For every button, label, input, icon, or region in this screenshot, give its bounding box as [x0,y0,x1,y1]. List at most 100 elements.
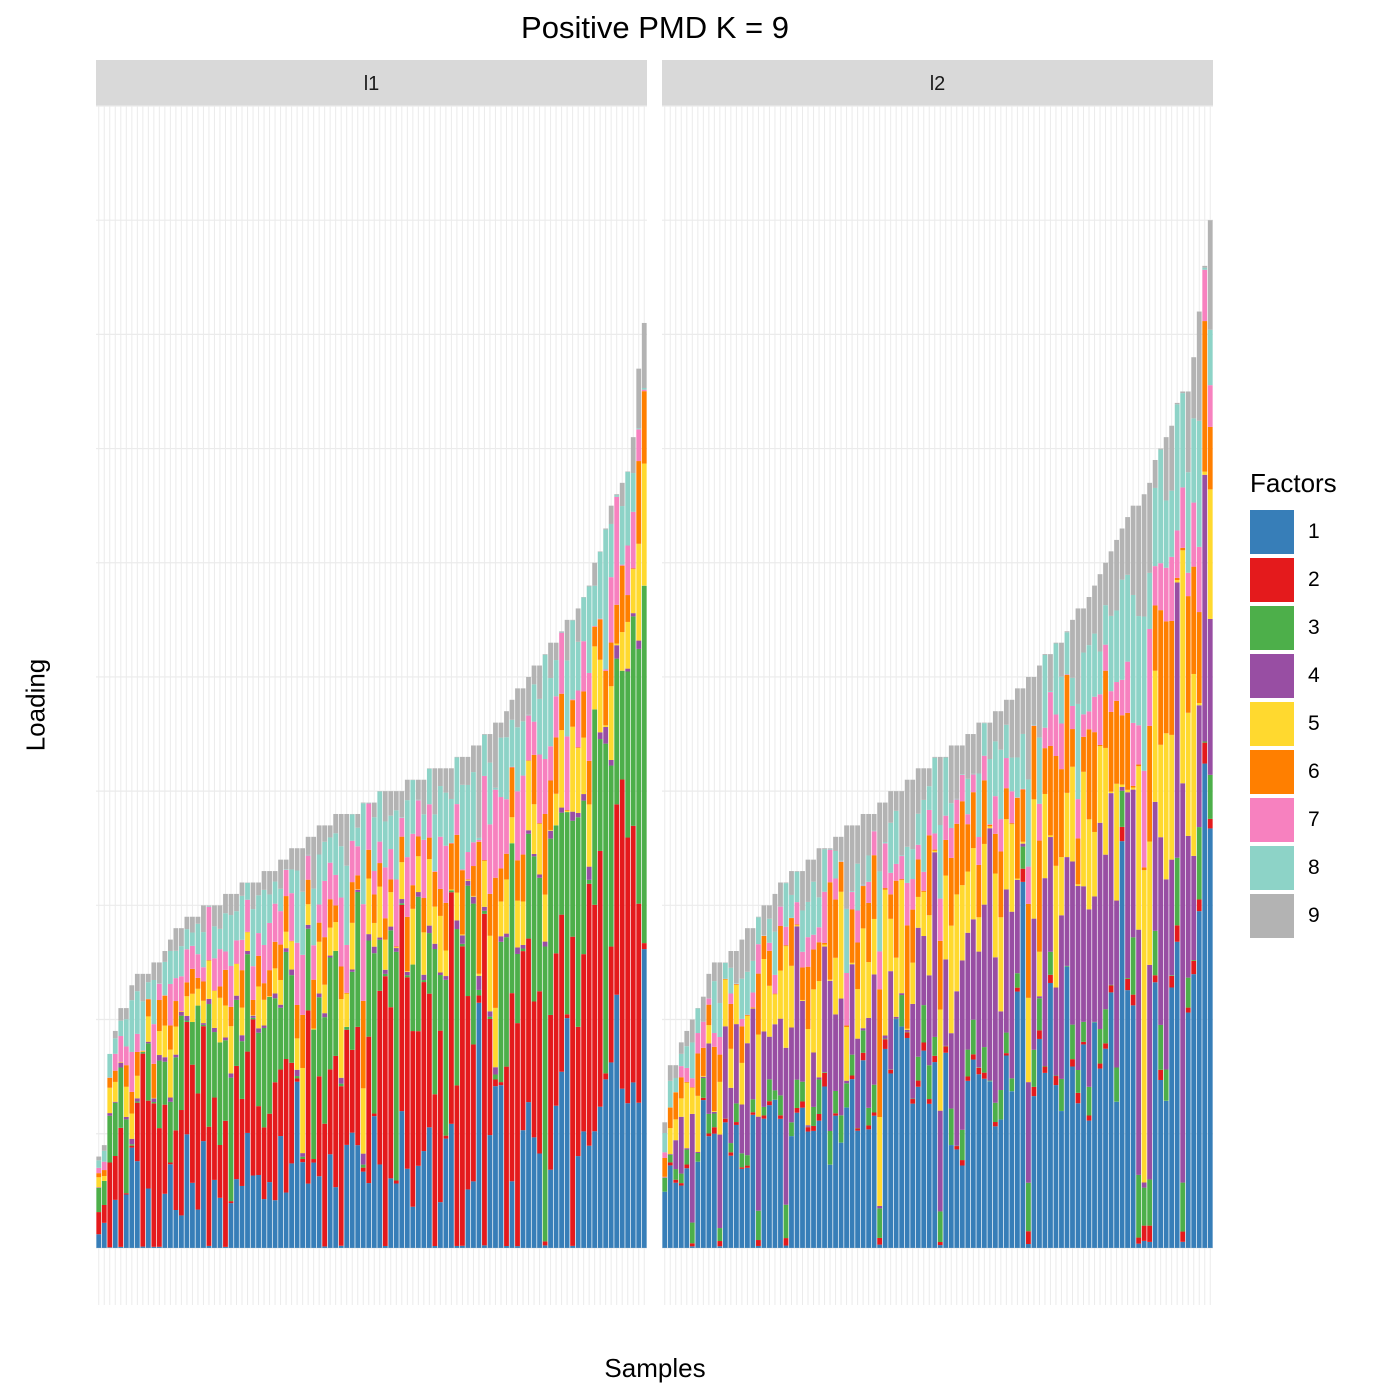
bar-segment-l1-sample-14-factor-2 [167,1162,173,1165]
bar-segment-l1-sample-42-factor-2 [322,1123,328,1247]
bar-segment-l2-sample-36-factor-4 [855,1038,861,1128]
bar-segment-l1-sample-14-factor-7 [167,983,173,1026]
bar-segment-l2-sample-72-factor-8 [1053,643,1059,715]
bar-segment-l1-sample-48-factor-6 [355,875,361,890]
bar-segment-l1-sample-14-factor-9 [167,939,173,951]
bar-segment-l2-sample-76-factor-5 [1075,884,1081,887]
bar-segment-l2-sample-45-factor-6 [904,925,910,1029]
bar-segment-l2-sample-29-factor-6 [816,942,822,982]
bar-segment-l1-sample-4-factor-5 [112,1081,118,1102]
bar-segment-l1-sample-4-factor-4 [112,1101,118,1103]
bar-segment-l2-sample-66-factor-6 [1020,789,1026,842]
bar-segment-l1-sample-68-factor-3 [465,885,471,997]
bar-segment-l2-sample-86-factor-8 [1130,594,1136,723]
bar-segment-l1-sample-27-factor-6 [239,970,245,1008]
bar-segment-l1-sample-27-factor-7 [239,939,245,971]
bar-segment-l2-sample-81-factor-1 [1103,1048,1108,1248]
bar-segment-l1-sample-32-factor-3 [267,996,272,1114]
bar-segment-l1-sample-7-factor-9 [129,985,135,1001]
bar-segment-l1-sample-63-factor-4 [437,972,443,976]
bar-segment-l2-sample-27-factor-5 [805,1029,811,1126]
bar-segment-l2-sample-45-factor-8 [904,846,910,883]
bar-segment-l1-sample-88-factor-6 [575,747,581,748]
bar-segment-l2-sample-85-factor-8 [1125,574,1130,662]
bar-segment-l2-sample-100-factor-2 [1207,818,1213,829]
bar-segment-l2-sample-53-factor-9 [948,745,954,804]
bar-segment-l1-sample-55-factor-8 [393,810,399,880]
bar-segment-l1-sample-20-factor-7 [201,967,206,982]
bar-segment-l2-sample-63-factor-2 [1003,1053,1009,1056]
bar-segment-l2-sample-86-factor-3 [1130,937,1136,995]
bar-segment-l2-sample-28-factor-7 [811,934,816,950]
bar-segment-l1-sample-44-factor-8 [333,833,339,875]
bar-segment-l1-sample-49-factor-9 [360,802,366,804]
bar-segment-l2-sample-90-factor-3 [1152,930,1158,976]
bar-segment-l2-sample-66-factor-9 [1020,688,1026,734]
bar-segment-l2-sample-69-factor-4 [1037,996,1042,999]
bar-segment-l1-sample-56-factor-5 [399,862,405,900]
bar-segment-l2-sample-59-factor-7 [981,755,987,781]
bar-segment-l2-sample-90-factor-5 [1152,670,1158,802]
bar-segment-l2-sample-56-factor-5 [965,871,971,933]
bar-segment-l2-sample-83-factor-7 [1114,682,1119,701]
bar-segment-l2-sample-50-factor-3 [932,1036,938,1056]
bar-segment-l2-sample-27-factor-1 [805,1131,811,1248]
bar-segment-l2-sample-3-factor-8 [673,1077,679,1093]
bar-segment-l2-sample-3-factor-2 [673,1179,679,1183]
bar-segment-l2-sample-77-factor-6 [1081,736,1086,772]
bar-segment-l2-sample-25-factor-3 [794,1079,800,1108]
bar-segment-l1-sample-72-factor-5 [487,935,493,1012]
bar-segment-l2-sample-25-factor-7 [794,902,800,925]
bar-segment-l1-sample-27-factor-8 [239,895,245,940]
bar-segment-l2-sample-41-factor-6 [882,888,888,890]
bar-segment-l1-sample-60-factor-8 [421,814,427,840]
bar-segment-l2-sample-74-factor-6 [1064,674,1070,793]
bar-segment-l2-sample-24-factor-3 [789,1122,794,1137]
bar-segment-l2-sample-16-factor-4 [745,1043,750,1156]
bar-segment-l1-sample-78-factor-3 [520,948,526,952]
bar-segment-l2-sample-71-factor-2 [1048,974,1053,983]
bar-segment-l2-sample-38-factor-3 [866,1107,872,1126]
bar-segment-l1-sample-85-factor-8 [559,631,564,633]
bar-segment-l2-sample-64-factor-6 [1009,823,1015,825]
bar-segment-l1-sample-7-factor-7 [129,1051,135,1092]
bar-segment-l1-sample-34-factor-6 [278,944,283,980]
bar-segment-l2-sample-71-factor-6 [1048,745,1053,836]
bar-segment-l1-sample-91-factor-2 [592,904,598,1132]
bar-segment-l2-sample-88-factor-6 [1141,867,1147,871]
bar-segment-l2-sample-13-factor-8 [728,967,734,994]
bar-segment-l2-sample-50-factor-2 [932,1055,938,1063]
bar-segment-l1-sample-79-factor-9 [526,676,531,715]
bar-segment-l2-sample-13-factor-4 [728,1087,734,1144]
bar-segment-l1-sample-7-factor-8 [129,1000,135,1052]
bar-segment-l1-sample-19-factor-5 [195,988,201,1006]
bar-segment-l2-sample-94-factor-5 [1174,580,1180,583]
bar-segment-l2-sample-4-factor-6 [678,1077,684,1099]
bar-segment-l2-sample-50-factor-5 [932,850,938,853]
bar-segment-l1-sample-39-factor-1 [305,1183,311,1248]
bar-segment-l2-sample-90-factor-8 [1152,487,1158,567]
bar-segment-l2-sample-8-factor-9 [700,996,706,1022]
bar-segment-l2-sample-19-factor-2 [761,1115,767,1119]
bar-segment-l1-sample-72-factor-3 [487,1016,493,1019]
bar-segment-l2-sample-42-factor-2 [888,1069,894,1074]
bar-segment-l1-sample-95-factor-9 [614,494,620,496]
bar-segment-l2-sample-15-factor-4 [739,1104,745,1154]
bar-segment-l2-sample-45-factor-9 [904,779,910,847]
bar-segment-l2-sample-44-factor-9 [899,791,905,856]
bar-segment-l2-sample-66-factor-8 [1020,733,1026,789]
bar-segment-l1-sample-3-factor-2 [107,1162,113,1248]
bar-segment-l1-sample-82-factor-5 [542,894,548,942]
bar-segment-l2-sample-25-factor-8 [794,871,800,903]
bar-segment-l2-sample-87-factor-9 [1136,505,1142,617]
bar-segment-l2-sample-90-factor-6 [1152,605,1158,671]
bar-segment-l1-sample-81-factor-3 [537,877,542,992]
bar-segment-l1-sample-31-factor-5 [261,999,267,1026]
bar-segment-l2-sample-18-factor-7 [756,944,761,974]
bar-segment-l1-sample-70-factor-3 [476,989,482,996]
bar-segment-l2-sample-16-factor-2 [745,1165,750,1168]
bar-segment-l1-sample-89-factor-1 [581,1131,587,1248]
bar-segment-l2-sample-12-factor-1 [722,1122,728,1248]
bar-segment-l1-sample-68-factor-8 [465,784,471,853]
bar-segment-l2-sample-81-factor-4 [1103,854,1108,1010]
